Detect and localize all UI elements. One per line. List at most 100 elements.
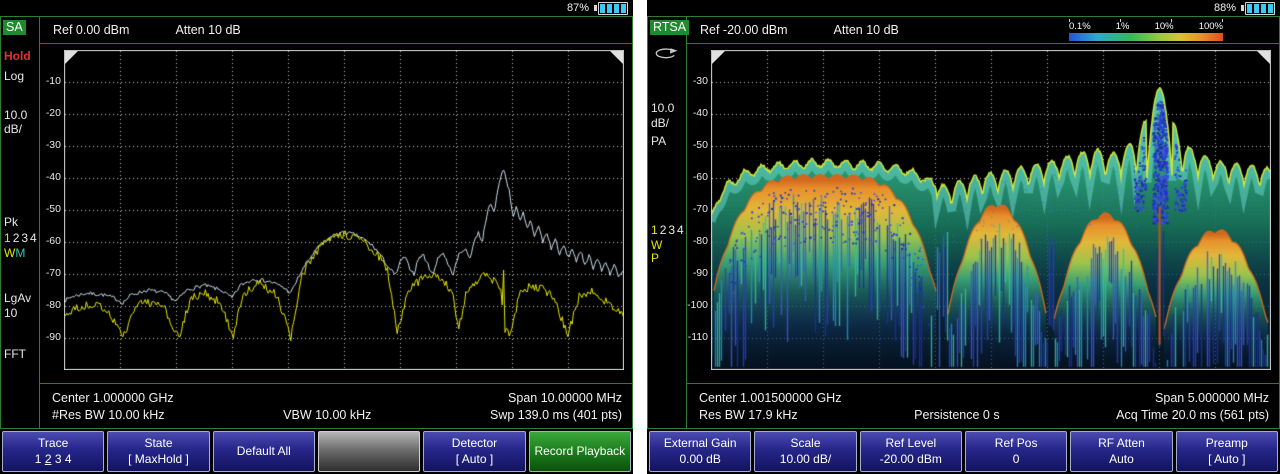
softkey-rf-atten[interactable]: RF Atten Auto [1070,431,1173,472]
softkey-default-all[interactable]: Default All [212,431,315,472]
sweep-time-readout[interactable]: Swp 139.0 ms (401 pts) [489,407,622,422]
battery-icon [594,1,628,15]
softkey-external-gain[interactable]: External Gain 0.00 dB [649,431,752,472]
sa-screen-body: SA Hold Log 10.0 dB/ Pk 1234 WM LgAv 10 … [0,16,633,429]
softkey-detector[interactable]: Detector [ Auto ] [423,431,526,472]
peak-detector-indicator: Pk [4,215,19,229]
y-axis-label: -100 [687,299,709,311]
battery-percent: 87% [566,2,589,14]
softkey-ref-pos[interactable]: Ref Pos 0 [964,431,1068,472]
res-bw-readout[interactable]: #Res BW 10.00 kHz [52,407,165,422]
battery-percent: 88% [1213,2,1236,14]
average-count: 10 [4,306,18,320]
y-axis-label: -80 [45,299,61,311]
y-axis-label: -40 [45,171,61,183]
center-frequency-readout[interactable]: Center 1.000000 GHz [52,390,174,405]
average-type-indicator: LgAv [4,291,32,305]
log-scale-indicator: Log [4,69,25,83]
acq-time-readout[interactable]: Acq Time 20.0 ms (561 pts) [1116,407,1269,422]
preamp-indicator: PA [651,134,667,148]
sweep-rotate-icon [652,45,680,64]
y-axis-label: -10 [45,75,61,87]
rtsa-plot-canvas[interactable] [711,50,1271,370]
mode-badge-rtsa: RTSA [650,20,690,35]
density-color-legend: 0.1% 1% 10% 100% [1069,19,1223,41]
softkey-preamp[interactable]: Preamp [ Auto ] [1175,431,1278,472]
y-axis-label: -50 [692,139,708,151]
y-axis-label: -20 [45,107,61,119]
legend-ticks [1069,19,1223,22]
trace-state-m: M [15,246,26,260]
vbw-readout[interactable]: VBW 10.00 kHz [283,407,372,422]
res-bw-readout[interactable]: Res BW 17.9 kHz [699,407,798,422]
persistence-readout[interactable]: Persistence 0 s [914,407,1000,422]
softkey-blank[interactable] [317,431,421,472]
softkey-state[interactable]: State [ MaxHold ] [107,431,210,472]
y-axis-label: -90 [692,267,708,279]
y-axis-label: -60 [45,235,61,247]
trace-state-w: W [651,238,663,252]
legend-label: 10% [1154,21,1174,32]
softkey-record-playback[interactable]: Record Playback [528,431,631,472]
rtsa-top-annotation[interactable]: Ref -20.00 dBm Atten 10 dB 0.1% 1% 10% 1… [687,17,1279,44]
attenuation-readout[interactable]: Atten 10 dB [833,23,899,37]
legend-label: 1% [1115,21,1130,32]
battery-nub [594,5,597,11]
battery-icon [1241,1,1275,15]
center-frequency-readout[interactable]: Center 1.001500000 GHz [699,390,842,405]
attenuation-readout[interactable]: Atten 10 dB [175,23,241,37]
trace-state-w: W [4,246,16,260]
scale-per-div-value: 10.0 [651,101,675,115]
softkey-ref-level[interactable]: Ref Level -20.00 dBm [859,431,962,472]
sa-sidebar: SA Hold Log 10.0 dB/ Pk 1234 WM LgAv 10 … [1,17,40,428]
trace-numbers-indicator: 1234 [651,223,686,237]
y-axis-label: -110 [687,331,708,343]
plot-corner-fold-icon [610,51,623,64]
trace-state-p: P [651,251,660,265]
softkey-scale[interactable]: Scale 10.00 dB/ [754,431,857,472]
y-axis-label: -40 [692,107,708,119]
y-axis-label: -30 [692,75,708,87]
y-axis-label: -30 [45,139,61,151]
legend-gradient-bar [1069,33,1223,41]
plot-corner-fold-icon [65,51,78,64]
y-axis-label: -80 [692,235,708,247]
plot-corner-fold-icon [712,51,725,64]
y-axis-label: -60 [692,171,708,183]
ref-level-readout[interactable]: Ref -20.00 dBm [700,23,788,37]
scale-per-div-value: 10.0 [4,108,28,122]
sa-bottom-annotation[interactable]: Center 1.000000 GHz Span 10.00000 MHz #R… [40,383,632,428]
inactive-trace-numbers: 234 [12,231,39,245]
y-axis-label: -90 [45,331,61,343]
sa-softkey-bar: Trace 1 2 3 4 State [ MaxHold ] Default … [0,429,633,474]
sa-screen: 87% SA Hold Log 10.0 dB/ Pk 1234 WM LgAv… [0,0,633,474]
sa-plot-canvas[interactable] [64,50,624,370]
mode-badge-sa: SA [3,20,26,35]
softkey-trace-numbers: 1 2 3 4 [34,451,72,466]
y-axis-label: -50 [45,203,61,215]
sa-main-area: Ref 0.00 dBm Atten 10 dB -10 -20 -30 -40 -50… [40,17,632,428]
rtsa-main-area: Ref -20.00 dBm Atten 10 dB 0.1% 1% 10% 1… [687,17,1279,428]
y-axis-label: -70 [45,267,61,279]
inactive-trace-numbers: 234 [659,223,686,237]
rtsa-bottom-annotation[interactable]: Center 1.001500000 GHz Span 5.000000 MHz… [687,383,1279,428]
softkey-trace[interactable]: Trace 1 2 3 4 [2,431,105,472]
rtsa-screen: 88% RTSA 10.0 dB/ PA 1234 W P [647,0,1280,474]
sa-top-annotation[interactable]: Ref 0.00 dBm Atten 10 dB [40,17,632,44]
rtsa-status-strip: 88% [647,0,1280,16]
rtsa-screen-body: RTSA 10.0 dB/ PA 1234 W P Ref -20.00 dBm… [647,16,1280,429]
active-trace-number: 1 [651,223,660,237]
ref-level-readout[interactable]: Ref 0.00 dBm [53,23,130,37]
hold-indicator: Hold [4,49,31,63]
span-readout[interactable]: Span 10.00000 MHz [508,390,622,405]
span-readout[interactable]: Span 5.000000 MHz [1155,390,1269,405]
active-trace-number: 1 [4,231,13,245]
rtsa-sidebar: RTSA 10.0 dB/ PA 1234 W P [648,17,690,428]
legend-label: 0.1% [1069,21,1091,32]
battery-nub [1241,5,1244,11]
y-axis-label: -70 [692,203,708,215]
sa-status-strip: 87% [0,0,633,16]
plot-corner-fold-icon [1257,51,1270,64]
scale-per-div-unit: dB/ [651,116,670,130]
